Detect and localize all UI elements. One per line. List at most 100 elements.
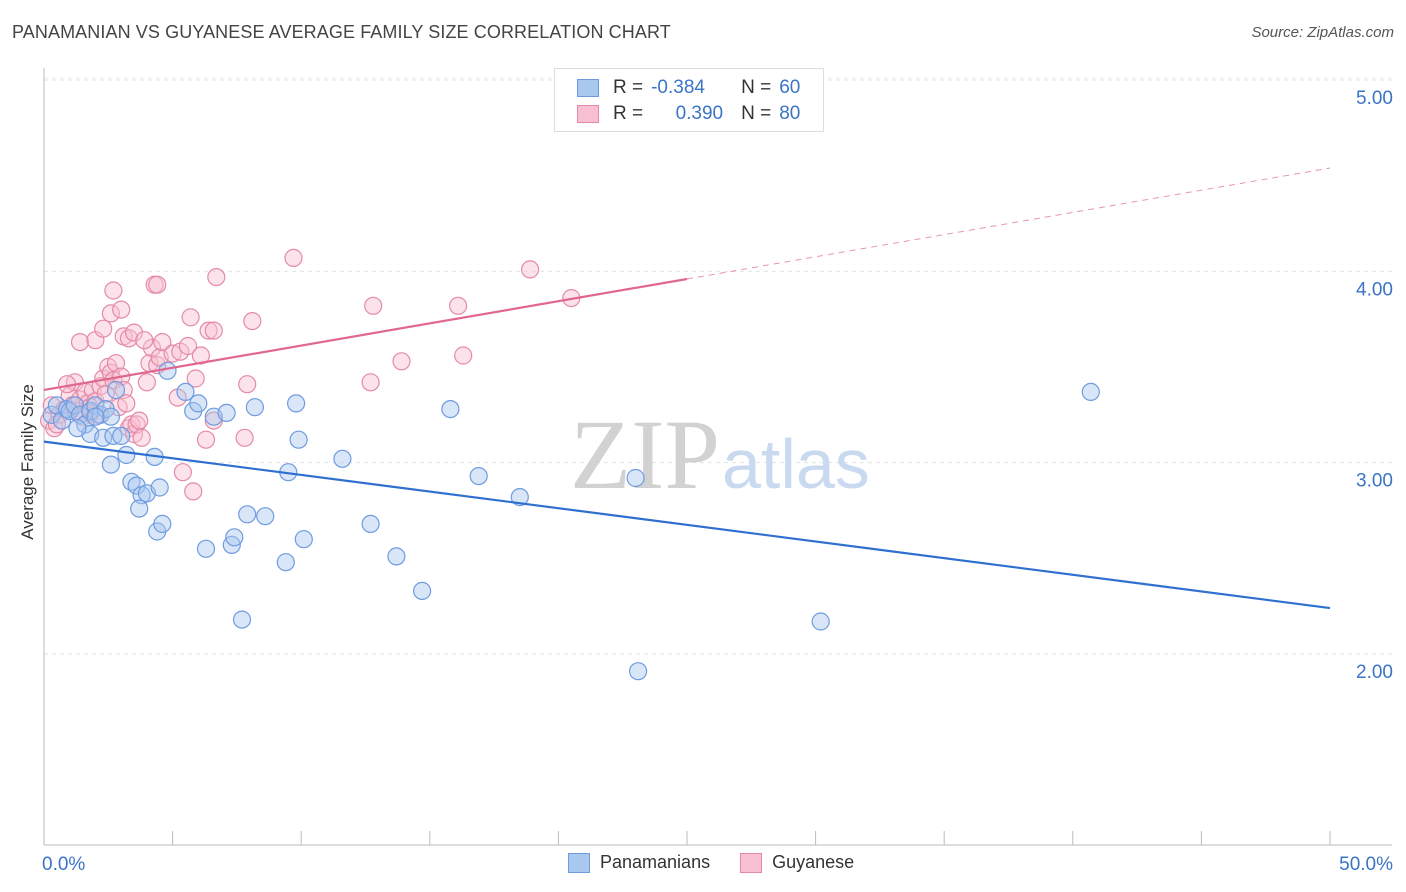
point-panamanians — [117, 445, 136, 465]
x-tick-label-min: 0.0% — [42, 854, 85, 875]
point-panamanians — [196, 539, 216, 558]
point-panamanians — [68, 419, 87, 438]
point-panamanians — [101, 455, 121, 474]
point-panamanians — [626, 468, 645, 488]
point-panamanians — [469, 467, 488, 486]
data-points — [39, 248, 1100, 681]
point-panamanians — [150, 478, 169, 497]
point-guyanese — [520, 260, 540, 279]
point-guyanese — [173, 463, 192, 482]
point-panamanians — [153, 514, 172, 534]
point-guyanese — [184, 482, 203, 501]
point-guyanese — [119, 329, 138, 348]
correlation-legend: R = -0.384 N = 60 R = 0.390 N = 80 — [554, 68, 824, 132]
point-guyanese — [94, 319, 113, 338]
trend-line-guyanese — [43, 277, 688, 392]
point-guyanese — [199, 321, 218, 340]
point-panamanians — [60, 401, 79, 421]
series-name: Panamanians — [600, 852, 711, 872]
trend-line-panamanians — [43, 440, 1331, 610]
point-panamanians — [217, 403, 236, 422]
point-guyanese — [135, 331, 154, 350]
point-panamanians — [287, 394, 306, 413]
legend-row-guyanese: R = 0.390 N = 80 — [577, 102, 800, 126]
point-panamanians — [158, 361, 177, 380]
point-panamanians — [70, 405, 90, 424]
point-panamanians — [112, 426, 131, 445]
point-guyanese — [101, 304, 121, 323]
point-guyanese — [130, 411, 149, 430]
point-guyanese — [284, 248, 303, 267]
point-guyanese — [235, 428, 254, 447]
point-guyanese — [124, 323, 144, 342]
chart-title: PANAMANIAN VS GUYANESE AVERAGE FAMILY SI… — [12, 22, 671, 42]
point-panamanians — [276, 553, 295, 572]
trend-extension-guyanese — [686, 167, 1331, 280]
legend-swatch-guyanese — [577, 105, 599, 123]
point-guyanese — [392, 352, 411, 371]
point-panamanians — [387, 547, 406, 566]
point-guyanese — [238, 375, 257, 394]
point-guyanese — [142, 338, 162, 357]
point-guyanese — [243, 312, 262, 331]
legend-n-label: N = — [741, 77, 772, 98]
point-panamanians — [413, 581, 432, 601]
point-guyanese — [148, 275, 167, 294]
point-panamanians — [1081, 382, 1100, 401]
legend-r-label: R = — [613, 103, 644, 124]
legend-n-value: 80 — [779, 103, 801, 124]
point-panamanians — [294, 530, 313, 549]
point-panamanians — [52, 411, 72, 430]
legend-r-value: 0.390 — [675, 103, 724, 124]
tick-labels: 2.00 3.00 4.00 5.00 0.0% 50.0% — [42, 88, 1393, 875]
series-swatch-panamanians — [568, 852, 590, 873]
point-guyanese — [207, 268, 226, 287]
watermark-atlas: atlas — [722, 425, 870, 503]
point-guyanese — [204, 321, 223, 340]
point-guyanese — [364, 296, 383, 315]
source-label: Source: ZipAtlas.com — [1251, 24, 1394, 41]
point-guyanese — [186, 369, 205, 388]
legend-row-panamanians: R = -0.384 N = 60 — [577, 76, 800, 100]
point-panamanians — [289, 430, 308, 449]
point-panamanians — [86, 407, 105, 426]
point-guyanese — [454, 346, 473, 365]
point-guyanese — [153, 333, 172, 352]
legend-n-label: N = — [741, 103, 772, 124]
point-guyanese — [191, 346, 210, 365]
point-guyanese — [70, 333, 90, 352]
point-guyanese — [96, 384, 115, 403]
y-tick-label: 3.00 — [1356, 471, 1393, 492]
series-legend: Panamanians Guyanese — [568, 852, 884, 873]
legend-swatch-panamanians — [577, 79, 599, 97]
point-panamanians — [245, 398, 264, 417]
point-panamanians — [238, 505, 257, 524]
point-panamanians — [811, 612, 830, 631]
point-panamanians — [441, 400, 460, 419]
point-guyanese — [117, 394, 136, 413]
point-panamanians — [81, 401, 100, 421]
watermark-zip: ZIP — [570, 399, 720, 510]
point-guyanese — [449, 296, 468, 315]
point-guyanese — [112, 300, 131, 319]
point-panamanians — [176, 382, 195, 401]
point-panamanians — [628, 662, 648, 681]
point-guyanese — [196, 430, 216, 449]
point-panamanians — [130, 499, 149, 518]
series-name: Guyanese — [772, 852, 855, 872]
y-tick-label: 2.00 — [1356, 662, 1393, 683]
trend-lines — [43, 167, 1331, 610]
series-legend-panamanians[interactable]: Panamanians — [568, 852, 710, 873]
point-panamanians — [225, 528, 244, 547]
point-guyanese — [361, 373, 380, 392]
point-guyanese — [181, 308, 200, 327]
legend-r-label: R = — [613, 77, 644, 98]
point-guyanese — [178, 336, 198, 356]
x-tick-label-max: 50.0% — [1339, 854, 1393, 875]
point-panamanians — [256, 507, 275, 526]
legend-r-value: -0.384 — [651, 77, 705, 98]
point-panamanians — [104, 426, 123, 445]
point-panamanians — [189, 394, 208, 413]
series-legend-guyanese[interactable]: Guyanese — [740, 852, 854, 873]
